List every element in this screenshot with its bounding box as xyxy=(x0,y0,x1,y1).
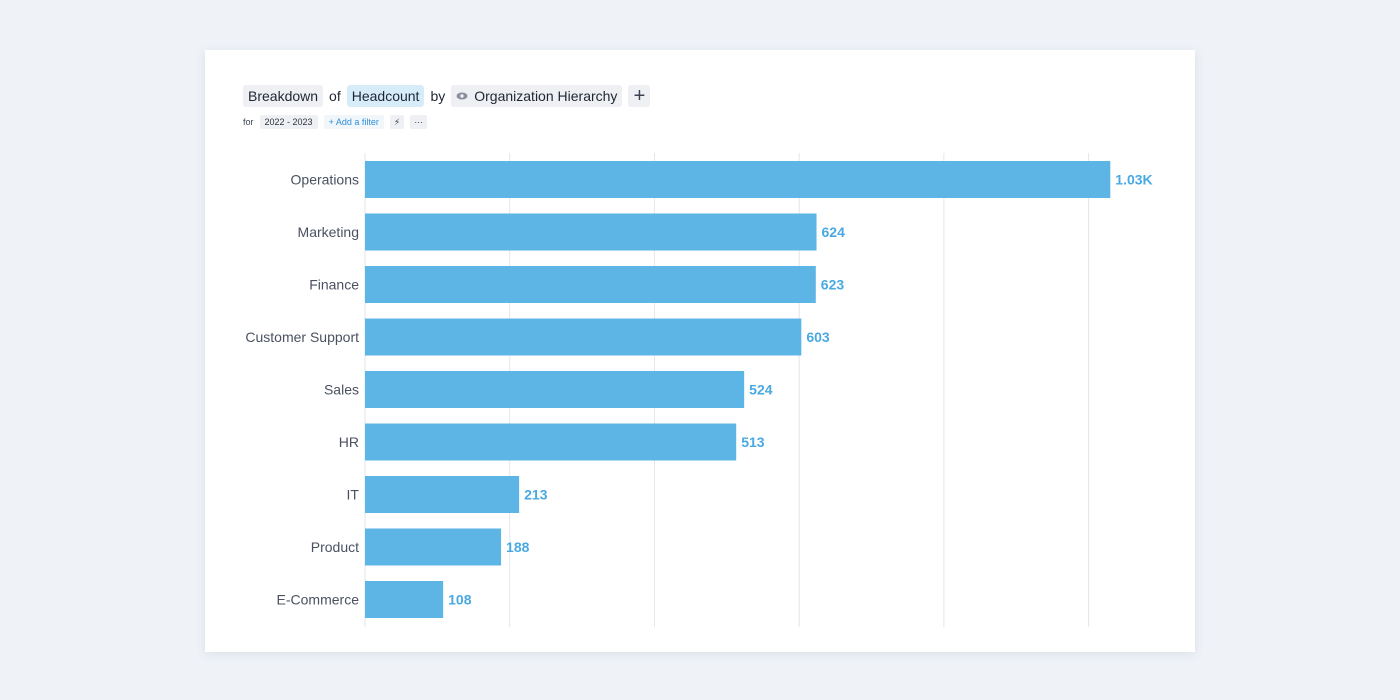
category-label: IT xyxy=(347,487,360,503)
bar[interactable] xyxy=(365,581,444,618)
bar[interactable] xyxy=(365,213,817,251)
value-label: 624 xyxy=(822,224,846,240)
of-word: of xyxy=(329,88,341,104)
value-label: 513 xyxy=(741,434,765,450)
bar[interactable] xyxy=(365,371,745,408)
category-label: Finance xyxy=(309,277,359,293)
value-label: 213 xyxy=(524,487,548,503)
category-label: Customer Support xyxy=(245,329,359,345)
category-label: Sales xyxy=(324,382,359,398)
bar[interactable] xyxy=(365,318,802,356)
value-label: 603 xyxy=(806,329,830,345)
breakdown-chip[interactable]: Breakdown xyxy=(243,85,324,107)
category-label: HR xyxy=(339,434,359,450)
bar[interactable] xyxy=(365,161,1111,198)
value-label: 108 xyxy=(448,592,472,608)
dimension-chip[interactable]: Organization Hierarchy xyxy=(451,85,623,107)
value-label: 188 xyxy=(506,539,530,555)
add-breakdown-button[interactable]: + xyxy=(628,85,651,107)
category-label: Marketing xyxy=(298,224,359,240)
bar-chart: Operations 1.03K Marketing 624 Finance 623 Cus… xyxy=(245,153,1153,627)
period-chip[interactable]: 2022 - 2023 xyxy=(259,115,318,129)
for-word: for xyxy=(243,117,254,127)
query-builder: Breakdown of Headcount by Organization H… xyxy=(243,85,651,107)
bar[interactable] xyxy=(365,266,816,303)
filter-bar: for 2022 - 2023 + Add a filter ⚡ ··· xyxy=(243,115,428,129)
bar[interactable] xyxy=(365,528,502,566)
value-label: 524 xyxy=(749,382,773,398)
category-label: Operations xyxy=(291,172,359,188)
add-filter-button[interactable]: + Add a filter xyxy=(323,115,384,129)
chart-card: Breakdown of Headcount by Organization H… xyxy=(205,50,1195,652)
eye-icon xyxy=(456,92,468,100)
by-word: by xyxy=(430,88,446,104)
category-label: Product xyxy=(311,539,359,555)
metric-chip[interactable]: Headcount xyxy=(346,85,425,107)
lightning-icon[interactable]: ⚡ xyxy=(389,115,405,129)
value-label: 623 xyxy=(821,277,845,293)
value-label: 1.03K xyxy=(1115,172,1152,188)
bar[interactable] xyxy=(365,423,737,461)
category-label: E-Commerce xyxy=(277,592,360,608)
bar[interactable] xyxy=(365,476,520,513)
dimension-label: Organization Hierarchy xyxy=(474,88,618,104)
more-options-icon[interactable]: ··· xyxy=(410,115,428,129)
